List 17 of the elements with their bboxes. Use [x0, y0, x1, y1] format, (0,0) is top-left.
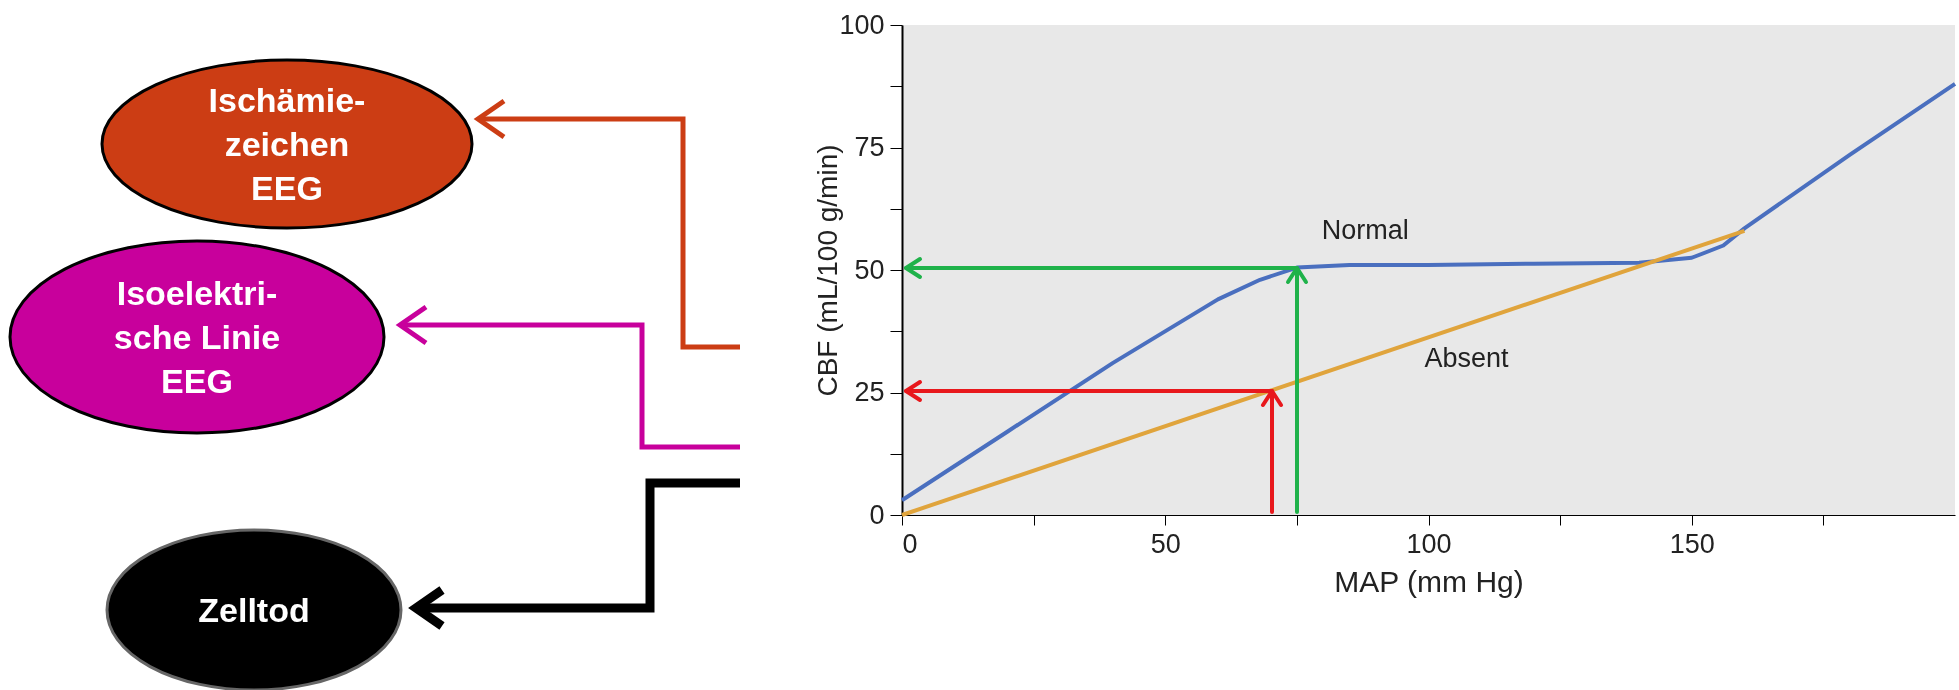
y-axis-title: CBF (mL/100 g/min)	[812, 144, 844, 397]
text: Zelltod	[198, 591, 310, 629]
text: Ischämie- zeichen EEG	[208, 81, 366, 207]
y-tick-label: 75	[854, 132, 885, 162]
y-tick-label: 0	[869, 499, 885, 530]
series-label: Absent	[1424, 342, 1509, 373]
y-tick-label: 50	[854, 254, 885, 285]
series-label: Normal	[1321, 215, 1409, 246]
y-tick-label: 100	[839, 9, 885, 40]
text: Isoelektri- sche Linie EEG	[113, 274, 281, 400]
line-series	[900, 81, 1957, 503]
x-tick-label: 0	[902, 528, 918, 559]
x-axis-title: MAP (mm Hg)	[1334, 564, 1524, 598]
y-tick-label: 25	[854, 377, 885, 407]
x-tick-label: 100	[1406, 528, 1452, 559]
x-tick-label: 150	[1669, 528, 1715, 559]
x-tick-label: 50	[1150, 528, 1181, 559]
